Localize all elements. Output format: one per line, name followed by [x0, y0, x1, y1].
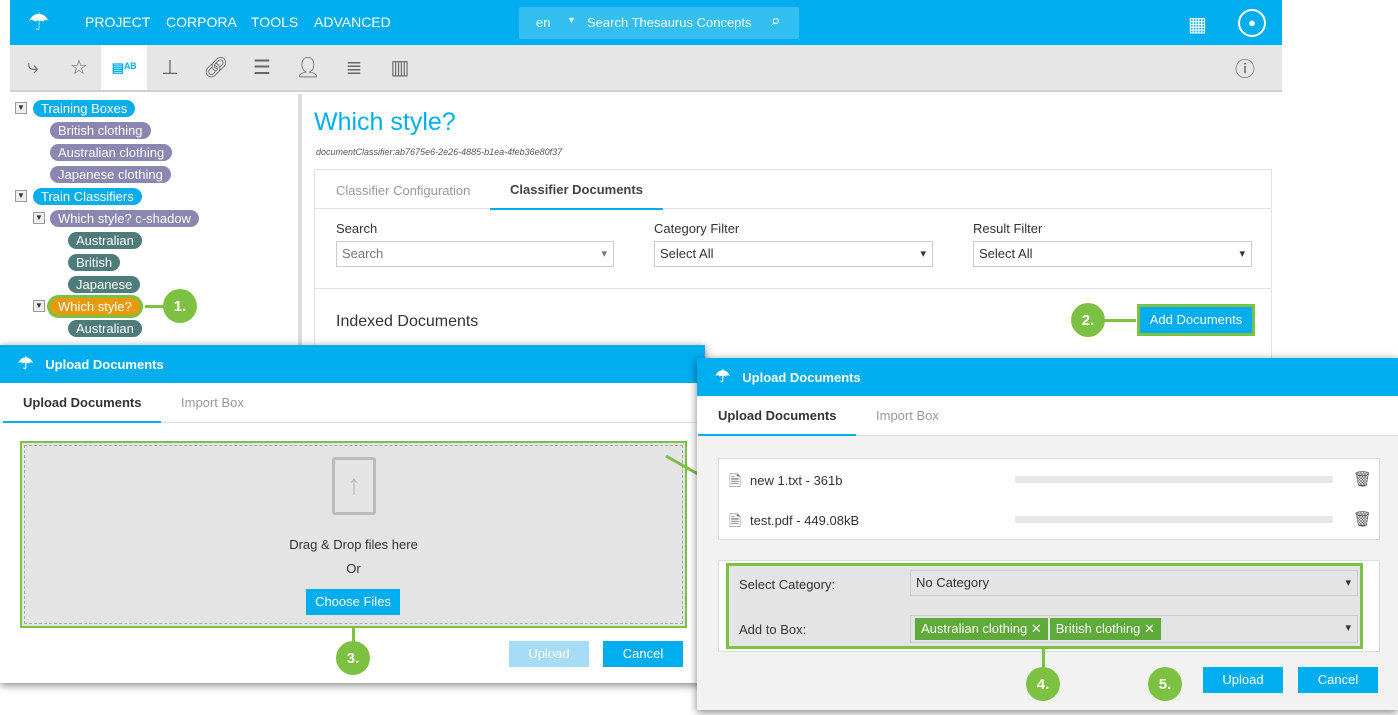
file-icon: 🗎︎ [729, 473, 742, 490]
indexed-documents-heading: Indexed Documents [336, 313, 479, 330]
box-tag: British clothing ✕ [1049, 618, 1161, 640]
file-list: 🗎︎ new 1.txt - 361b 🗑︎ 🗎︎ test.pdf - 449… [718, 458, 1380, 540]
upload-progress-bar [1015, 516, 1333, 523]
add-to-box-label: Add to Box: [739, 622, 807, 637]
drop-zone[interactable]: ↑ Drag & Drop files here Or Choose Files [20, 441, 687, 628]
main-panel: Which style? documentClassifier:ab7675e6… [305, 94, 1282, 369]
box-multiselect[interactable]: Australian clothing ✕ British clothing ✕ [910, 615, 1358, 643]
classifier-card: Classifier Configuration Classifier Docu… [314, 169, 1272, 369]
tab-import-box[interactable]: Import Box [876, 408, 939, 423]
chevron-down-icon: ▼ [567, 15, 576, 25]
tree-node-box[interactable]: British clothing [50, 122, 151, 139]
user-settings-icon[interactable]: 👤︎ [295, 57, 321, 79]
umbrella-icon: ☂ [715, 367, 731, 386]
category-select[interactable]: No Category [910, 570, 1358, 596]
tree-node-category[interactable]: Australian [68, 320, 142, 337]
callout-3: 3. [336, 641, 370, 675]
cancel-button[interactable]: Cancel [603, 641, 683, 667]
page-title: Which style? [314, 108, 456, 136]
file-name: new 1.txt - 361b [750, 473, 843, 488]
callout-2: 2. [1071, 303, 1105, 337]
tree-node-classifier-selected[interactable]: Which style? [50, 298, 140, 315]
cancel-button[interactable]: Cancel [1298, 667, 1378, 693]
collapse-toggle[interactable]: ▼ [15, 102, 27, 114]
list-icon[interactable]: ☰ [253, 57, 271, 79]
link-icon[interactable]: 🔗︎ [203, 57, 229, 79]
tab-upload-documents[interactable]: Upload Documents [3, 383, 162, 423]
server-icon[interactable]: ▥ [390, 57, 410, 79]
tree-node-training-boxes[interactable]: Training Boxes [33, 100, 136, 117]
category-filter-label: Category Filter [654, 221, 740, 236]
search-input[interactable]: Search Thesaurus Concepts [587, 15, 752, 30]
tab-upload-documents[interactable]: Upload Documents [698, 396, 857, 436]
callout-1: 1. [163, 289, 197, 323]
umbrella-icon: ☂ [18, 354, 34, 373]
dialog-header: ☂ Upload Documents [697, 358, 1398, 396]
search-label: Search [336, 221, 378, 236]
tree-node-box[interactable]: Japanese clothing [50, 166, 171, 183]
collapse-toggle[interactable]: ▼ [15, 190, 27, 202]
classifier-id: documentClassifier:ab7675e6-2e26-4885-b1… [316, 147, 563, 157]
upload-button[interactable]: Upload [1203, 667, 1283, 693]
tree-panel: ▼ Training Boxes British clothing Austra… [10, 94, 302, 354]
result-filter-label: Result Filter [973, 221, 1043, 236]
dialog-title: Upload Documents [45, 356, 164, 372]
search-input[interactable]: Search [336, 241, 614, 267]
box-tag: Australian clothing ✕ [915, 618, 1048, 640]
nav-advanced[interactable]: ADVANCED [314, 14, 391, 30]
file-name: test.pdf - 449.08kB [750, 513, 860, 528]
hierarchy-icon[interactable]: ⤷ [27, 56, 39, 78]
callout-4: 4. [1026, 667, 1060, 701]
dialog-title: Upload Documents [742, 369, 861, 385]
nav-corpora[interactable]: CORPORA [166, 14, 237, 30]
top-bar: ☂ PROJECT CORPORA TOOLS ADVANCED en ▼ Se… [10, 0, 1282, 45]
nav-tools[interactable]: TOOLS [251, 14, 299, 30]
callout-5: 5. [1148, 667, 1182, 701]
select-category-label: Select Category: [739, 577, 836, 592]
upload-dialog-empty: ☂ Upload Documents Upload Documents Impor… [0, 345, 705, 683]
choose-files-button[interactable]: Choose Files [306, 589, 400, 615]
tab-classifier-configuration[interactable]: Classifier Configuration [336, 183, 471, 198]
tree-node-box[interactable]: Australian clothing [50, 144, 173, 161]
category-filter-select[interactable]: Select All [654, 241, 933, 267]
drop-text: Drag & Drop files here [289, 537, 418, 552]
add-documents-button[interactable]: Add Documents [1140, 307, 1252, 333]
tree-node-classifier[interactable]: Which style? c-shadow [50, 210, 199, 227]
concept-scheme-icon[interactable]: ☆ [70, 57, 88, 79]
classifier-icon[interactable]: ▤ᴬᴮ [101, 45, 147, 90]
result-filter-select[interactable]: Select All [973, 241, 1252, 267]
or-text: Or [346, 561, 361, 576]
thesaurus-search[interactable]: en ▼ Search Thesaurus Concepts ⌕ [519, 7, 799, 39]
trash-icon[interactable]: 🗑︎ [1353, 511, 1373, 528]
tree-node-category[interactable]: Australian [68, 232, 142, 249]
taxonomy-icon[interactable]: ⊥ [161, 57, 179, 79]
apps-grid-icon[interactable]: ▦ [1188, 14, 1207, 36]
trash-icon[interactable]: 🗑︎ [1353, 471, 1373, 488]
tree-node-category[interactable]: Japanese [68, 276, 141, 293]
file-icon: 🗎︎ [729, 513, 742, 530]
toolbar: ⤷ ☆ ▤ᴬᴮ ⊥ 🔗︎ ☰ 👤︎ ≣ ▥ ⓘ [10, 45, 1282, 92]
dialog-header: ☂ Upload Documents [0, 345, 705, 383]
user-avatar-icon[interactable]: ● [1238, 9, 1266, 37]
remove-tag-icon[interactable]: ✕ [1030, 621, 1042, 636]
upload-dialog-files: ☂ Upload Documents Upload Documents Impor… [697, 358, 1398, 710]
upload-button-disabled[interactable]: Upload [509, 641, 589, 667]
search-icon[interactable]: ⌕ [771, 11, 781, 30]
tree-node-train-classifiers[interactable]: Train Classifiers [33, 188, 142, 205]
database-icon[interactable]: ≣ [345, 57, 363, 79]
collapse-toggle[interactable]: ▼ [33, 212, 45, 224]
remove-tag-icon[interactable]: ✕ [1143, 621, 1155, 636]
nav-project[interactable]: PROJECT [85, 14, 151, 30]
logo-umbrella-icon[interactable]: ☂ [28, 9, 50, 36]
tab-classifier-documents[interactable]: Classifier Documents [490, 170, 663, 210]
upload-options: Select Category: No Category Add to Box:… [718, 560, 1380, 652]
language-select[interactable]: en [536, 15, 551, 30]
upload-progress-bar [1015, 476, 1333, 483]
tree-node-category[interactable]: British [68, 254, 121, 271]
file-upload-icon: ↑ [332, 457, 376, 515]
collapse-toggle[interactable]: ▼ [33, 300, 45, 312]
tab-import-box[interactable]: Import Box [181, 395, 244, 410]
info-icon[interactable]: ⓘ [1235, 59, 1255, 81]
